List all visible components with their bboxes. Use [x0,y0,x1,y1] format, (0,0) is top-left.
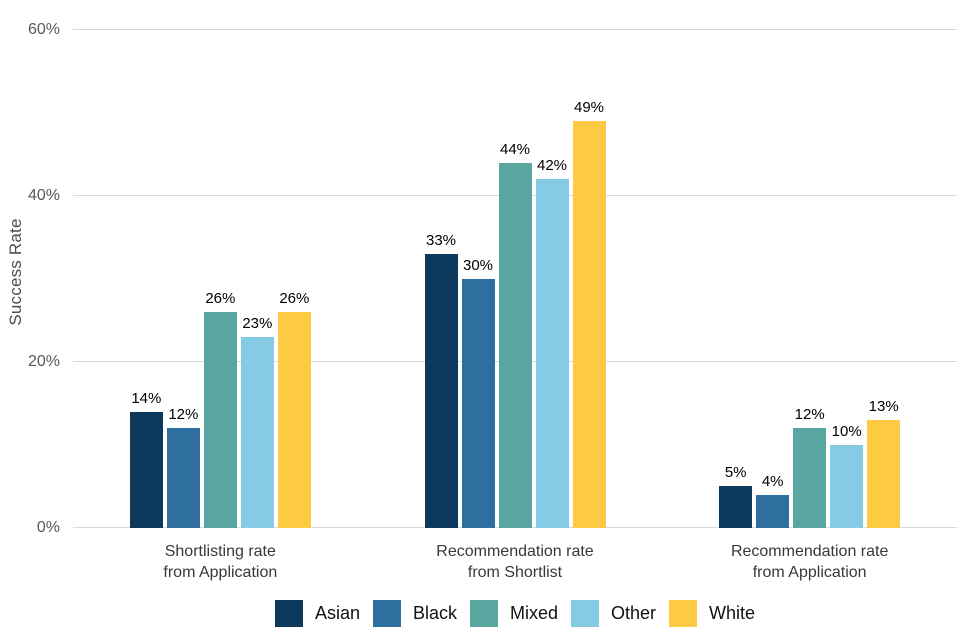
y-tick-label: 20% [27,353,60,370]
y-tick-label: 60% [27,21,60,38]
x-category-label: Recommendation rate from Application [730,543,889,581]
legend-label: Other [611,602,657,623]
bar-white [277,312,311,528]
legend-item: Black [372,599,457,627]
bar-column: 42% [535,30,569,528]
bar-value-label: 42% [536,157,568,174]
legend-item: White [669,599,756,627]
bar-value-label: 12% [168,406,199,423]
legend-swatch [274,599,303,627]
legend: Asian Black Mixed Other White [73,597,957,629]
bar-group: 33% 30% 44% 42% 49% [424,30,606,528]
bar-column: 49% [572,30,606,528]
bar-column: 12% [793,30,827,528]
legend-item: Other [571,599,657,627]
legend-item: Mixed [469,599,558,627]
bar-mixed [203,312,237,528]
bar-column: 12% [166,30,200,528]
legend-label: Black [412,602,457,623]
bar-column: 26% [203,30,237,528]
bar-value-label: 4% [761,473,784,490]
bar-other [830,445,864,528]
bar-value-label: 33% [425,232,457,249]
bar-value-label: 49% [573,99,605,116]
legend-label: White [709,602,756,623]
bar-value-label: 26% [279,290,310,307]
bar-column: 26% [277,30,311,528]
bar-column: 30% [461,30,495,528]
bar-column: 5% [719,30,753,528]
bar-black [461,279,495,528]
bar-asian [424,254,458,528]
bar-mixed [498,163,532,528]
bar-value-label: 23% [242,315,273,332]
bar-column: 44% [498,30,532,528]
bar-white [867,420,901,528]
bar-value-label: 12% [794,406,825,423]
legend-swatch [669,599,698,627]
bar-value-label: 14% [131,390,162,407]
bar-value-label: 13% [868,398,899,415]
bar-asian [129,412,163,528]
bar-black [166,428,200,528]
bar-value-label: 26% [205,290,236,307]
y-tick-label: 40% [27,187,60,204]
bar-value-label: 30% [462,257,494,274]
x-category-label: Recommendation rate from Shortlist [436,543,594,581]
bar-group: 14% 12% 26% 23% 26% [129,30,311,528]
bar-column: 10% [830,30,864,528]
bar-asian [719,486,753,528]
legend-swatch [469,599,498,627]
legend-label: Asian [314,602,360,623]
y-axis-title: Success Rate [6,218,25,326]
bar-mixed [793,428,827,528]
bar-column: 14% [129,30,163,528]
bar-value-label: 44% [499,141,531,158]
bar-value-label: 5% [724,464,747,481]
y-tick-label: 0% [36,519,60,536]
bar-group: 5% 4% 12% 10% 13% [719,30,901,528]
bar-value-label: 10% [831,423,862,440]
legend-label: Mixed [509,602,558,623]
bar-column: 13% [867,30,901,528]
bar-column: 4% [756,30,790,528]
legend-item: Asian [274,599,360,627]
bar-other [240,337,274,528]
legend-swatch [372,599,401,627]
x-category-label: Shortlisting rate from Application [163,543,278,581]
bar-column: 33% [424,30,458,528]
gridline [73,29,957,30]
bar-white [572,121,606,528]
bar-black [756,495,790,528]
bar-column: 23% [240,30,274,528]
bar-other [535,179,569,528]
legend-swatch [571,599,599,627]
